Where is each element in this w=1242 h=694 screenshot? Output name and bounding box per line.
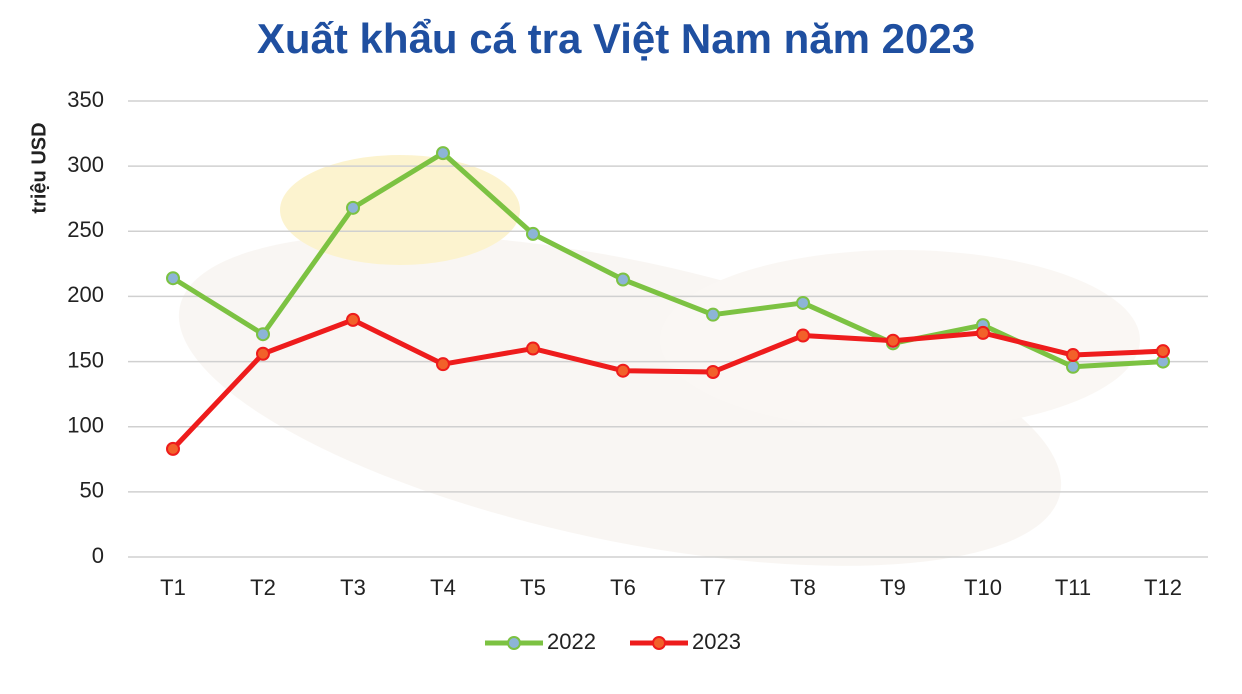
x-tick-label: T5 [520, 575, 546, 600]
background-art [178, 155, 1140, 566]
point-marker [166, 271, 180, 286]
series-line [171, 317, 1164, 451]
x-tick-label: T9 [880, 575, 906, 600]
point-marker [436, 146, 450, 161]
legend-label: 2022 [547, 629, 596, 654]
point-marker [256, 327, 270, 342]
point-marker [796, 328, 810, 343]
chart-title: Xuất khẩu cá tra Việt Nam năm 2023 [257, 15, 975, 62]
point-marker [616, 363, 630, 378]
point-marker [616, 272, 630, 287]
x-tick-label: T1 [160, 575, 186, 600]
point-marker [166, 441, 180, 456]
point-marker [976, 325, 990, 340]
point-marker [346, 312, 360, 327]
y-tick-label: 300 [67, 152, 104, 177]
point-marker [1066, 359, 1080, 374]
point-marker [1066, 348, 1080, 363]
point-marker [1156, 344, 1170, 359]
x-tick-label: T4 [430, 575, 456, 600]
point-marker [346, 200, 360, 215]
point-marker [256, 346, 270, 361]
point-marker [796, 295, 810, 310]
point-marker [526, 226, 540, 241]
x-tick-label: T6 [610, 575, 636, 600]
x-tick-label: T12 [1144, 575, 1182, 600]
y-axis-label: triệu USD [28, 122, 50, 213]
x-tick-label: T3 [340, 575, 366, 600]
x-tick-label: T8 [790, 575, 816, 600]
point-marker [526, 341, 540, 356]
point-marker [436, 357, 450, 372]
legend-marker [507, 636, 521, 650]
point-marker [886, 333, 900, 348]
y-tick-label: 250 [67, 217, 104, 242]
y-tick-label: 100 [67, 413, 104, 438]
y-tick-label: 50 [80, 478, 104, 503]
point-marker [706, 364, 720, 379]
legend-label: 2023 [692, 629, 741, 654]
legend-marker [652, 636, 666, 650]
x-tick-label: T11 [1055, 575, 1091, 600]
x-tick-label: T2 [250, 575, 276, 600]
point-marker [706, 307, 720, 322]
y-tick-label: 200 [67, 282, 104, 307]
x-tick-label: T10 [964, 575, 1002, 600]
x-tick-label: T7 [700, 575, 726, 600]
y-tick-label: 0 [92, 543, 104, 568]
y-tick-label: 150 [67, 347, 104, 372]
y-tick-label: 350 [67, 87, 104, 112]
series-line [171, 150, 1164, 370]
